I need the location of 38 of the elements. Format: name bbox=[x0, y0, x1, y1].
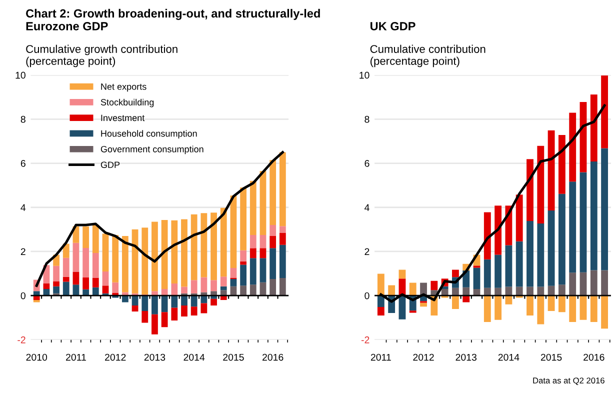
text: Data as at Q2 2016 bbox=[533, 378, 604, 385]
y-tick-label: -2 bbox=[361, 336, 370, 344]
x-tick-label: 2011 bbox=[66, 354, 86, 361]
y-tick-label: -2 bbox=[18, 336, 26, 344]
y-tick-label: 0 bbox=[364, 292, 370, 300]
y-tick-label: 0 bbox=[20, 292, 26, 300]
y-tick-label: 10 bbox=[360, 72, 370, 79]
y-tick-label: 2 bbox=[364, 248, 370, 256]
y-tick-label: 2 bbox=[20, 248, 26, 256]
x-tick-label: 2016 bbox=[584, 354, 604, 361]
y-tick-label: 6 bbox=[364, 160, 370, 167]
legend-label: Government consumption bbox=[100, 146, 204, 154]
chart-title: UK GDP bbox=[370, 22, 416, 30]
x-tick-label: 2012 bbox=[413, 354, 434, 361]
x-tick-label: 2014 bbox=[184, 354, 205, 361]
y-tick-label: 6 bbox=[20, 160, 26, 167]
x-tick-label: 2012 bbox=[105, 354, 126, 361]
y-tick-label: 4 bbox=[20, 204, 26, 211]
chart-subtitle: Cumulative growth contribution (percentage point) bbox=[26, 44, 178, 68]
legend-label: GDP bbox=[100, 162, 120, 168]
y-tick-label: 4 bbox=[364, 204, 370, 211]
legend-label: Investment bbox=[101, 114, 145, 122]
y-tick-label: 8 bbox=[20, 116, 26, 123]
chart-subtitle: Cumulative contribution (percentage point) bbox=[370, 44, 486, 68]
x-tick-label: 2010 bbox=[26, 354, 48, 361]
x-tick-label: 2015 bbox=[540, 354, 562, 361]
x-tick-label: 2015 bbox=[223, 354, 244, 361]
legend-label: Stockbuilding bbox=[100, 98, 154, 108]
x-tick-label: 2016 bbox=[262, 354, 284, 361]
x-tick-label: 2013 bbox=[456, 354, 476, 361]
chart-title: Chart 2: Growth broadening-out, and structurally-led Eurozone GDP bbox=[26, 8, 320, 30]
legend-label: Household consumption bbox=[101, 130, 197, 139]
x-tick-label: 2013 bbox=[144, 354, 166, 361]
x-tick-label: 2011 bbox=[370, 354, 391, 361]
legend-label: Net exports bbox=[101, 84, 146, 92]
x-tick-label: 2014 bbox=[498, 354, 520, 361]
y-tick-label: 8 bbox=[364, 116, 370, 123]
y-tick-label: 10 bbox=[16, 72, 26, 79]
